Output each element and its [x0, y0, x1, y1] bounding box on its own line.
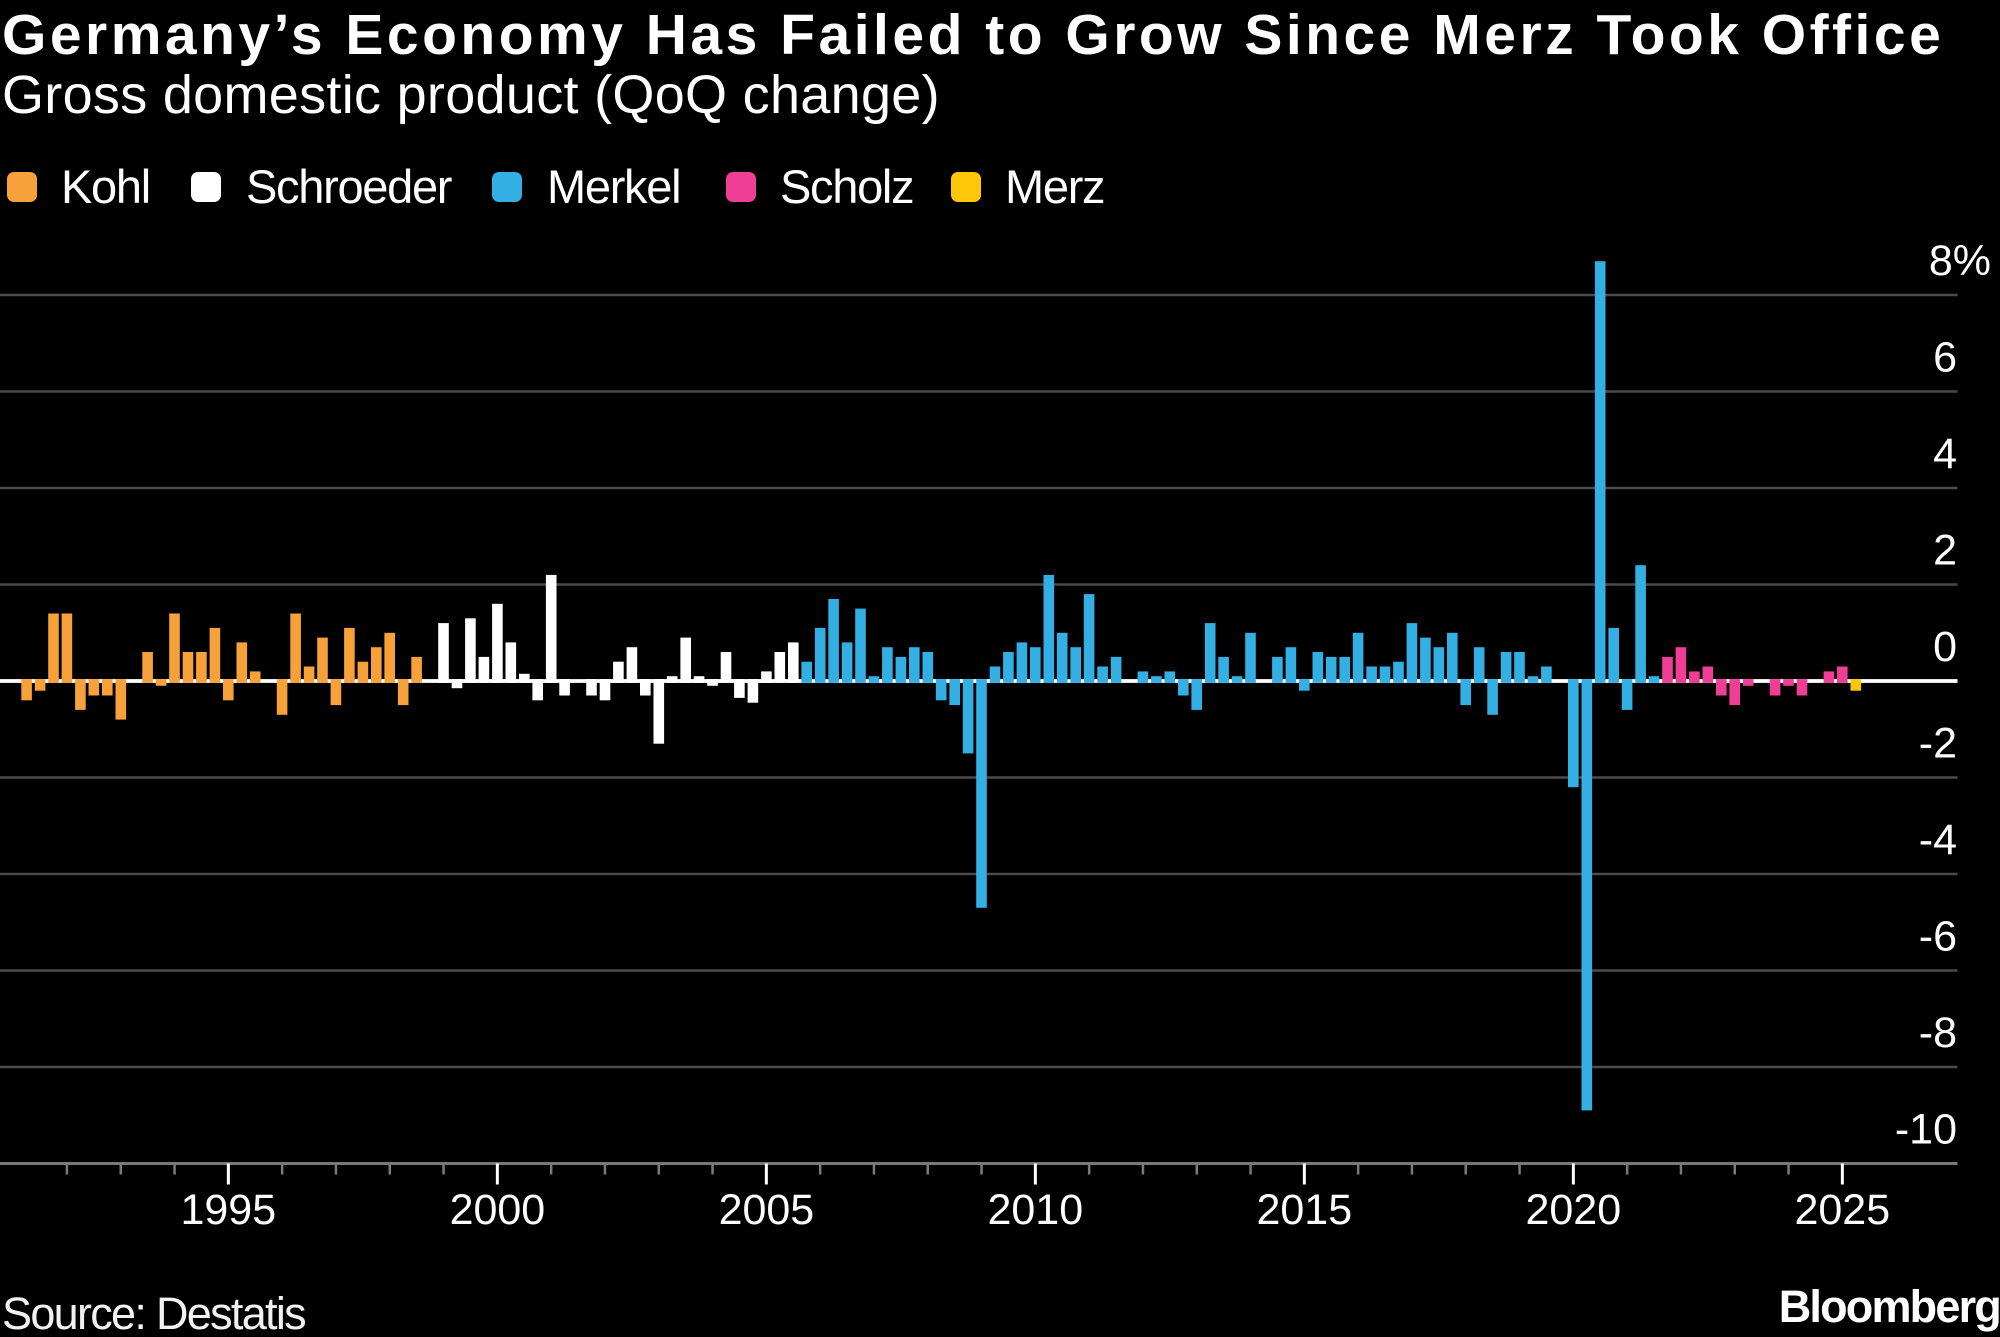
svg-text:Bloomberg: Bloomberg	[1779, 1281, 2000, 1332]
svg-text:-4: -4	[1919, 816, 1957, 864]
svg-text:Schroeder: Schroeder	[246, 160, 452, 213]
svg-text:Source: Destatis: Source: Destatis	[2, 1288, 305, 1337]
svg-text:2010: 2010	[987, 1186, 1083, 1234]
svg-text:-2: -2	[1919, 720, 1957, 768]
svg-text:4: 4	[1933, 430, 1957, 478]
svg-text:Kohl: Kohl	[61, 160, 150, 213]
svg-text:-6: -6	[1919, 913, 1957, 961]
svg-text:Merz: Merz	[1005, 160, 1104, 213]
svg-text:0: 0	[1933, 623, 1957, 671]
svg-text:-8: -8	[1919, 1009, 1957, 1057]
svg-text:2025: 2025	[1794, 1186, 1890, 1234]
svg-text:6: 6	[1933, 334, 1957, 382]
svg-text:2005: 2005	[719, 1186, 815, 1234]
svg-text:2: 2	[1933, 527, 1957, 575]
svg-text:2015: 2015	[1256, 1186, 1352, 1234]
svg-text:-10: -10	[1895, 1106, 1957, 1154]
svg-text:2020: 2020	[1525, 1186, 1621, 1234]
svg-text:Gross domestic product (QoQ ch: Gross domestic product (QoQ change)	[2, 65, 940, 125]
svg-text:1995: 1995	[180, 1186, 276, 1234]
svg-text:Merkel: Merkel	[547, 160, 680, 213]
svg-text:8%: 8%	[1929, 237, 1991, 285]
svg-text:2000: 2000	[450, 1186, 546, 1234]
svg-text:Germany’s Economy Has Failed t: Germany’s Economy Has Failed to Grow Sin…	[2, 3, 1944, 67]
svg-text:Scholz: Scholz	[780, 160, 913, 213]
